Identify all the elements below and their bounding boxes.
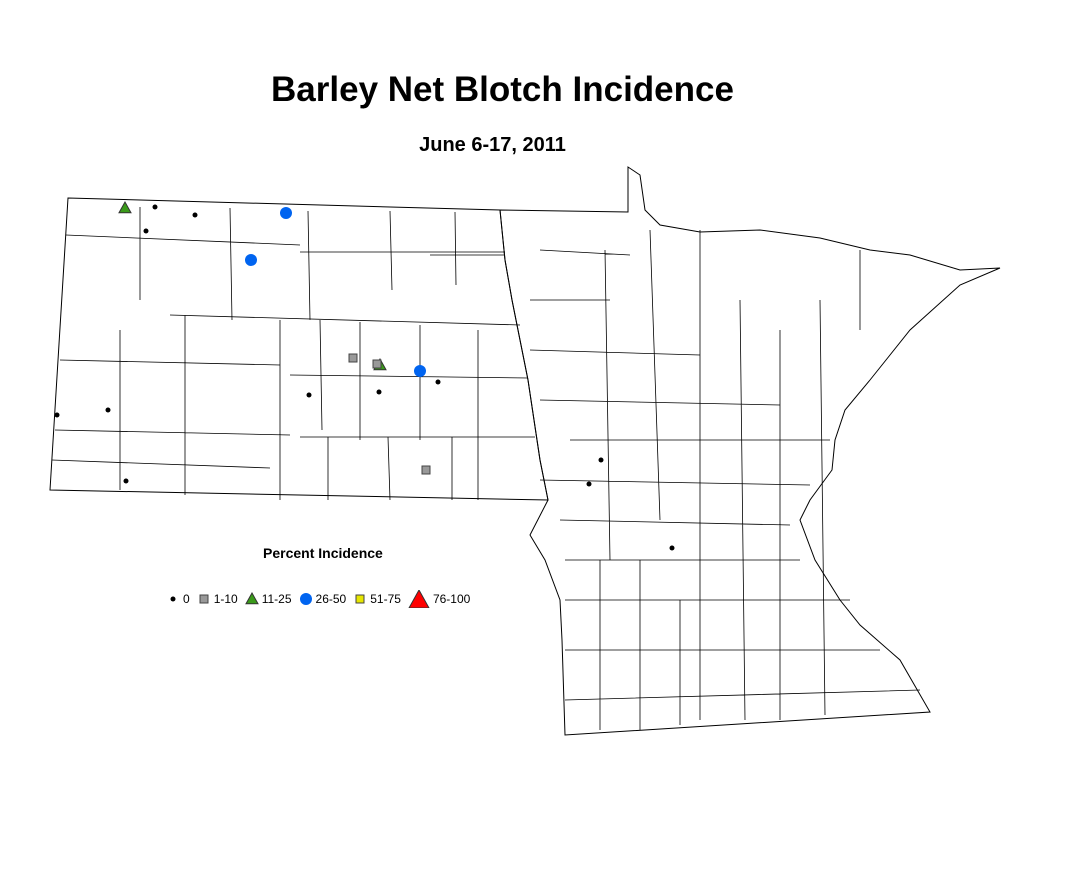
site-marker-circle xyxy=(414,365,426,377)
county-lines xyxy=(51,207,921,730)
legend-triangle-icon xyxy=(408,590,430,608)
site-marker-dot xyxy=(105,407,111,413)
legend-label: 11-25 xyxy=(261,592,292,606)
site-marker-dot xyxy=(152,204,158,210)
site-marker-circle xyxy=(245,254,257,266)
legend-label: 1-10 xyxy=(213,592,238,606)
legend-square-icon xyxy=(199,594,209,604)
site-marker-square xyxy=(348,353,358,363)
site-marker-dot xyxy=(143,228,149,234)
legend-dot-icon xyxy=(170,596,176,602)
site-marker-triangle xyxy=(118,200,132,214)
site-marker-circle xyxy=(280,207,292,219)
north-dakota-outline xyxy=(49,197,549,501)
legend-title: Percent Incidence xyxy=(263,545,383,561)
legend-label: 51-75 xyxy=(370,592,401,606)
legend-item: 0 xyxy=(166,592,190,606)
legend-label: 76-100 xyxy=(432,592,471,606)
map-subtitle: June 6-17, 2011 xyxy=(419,134,566,156)
site-marker-dot xyxy=(586,481,592,487)
site-markers xyxy=(54,200,675,551)
legend-label: 0 xyxy=(183,592,190,606)
legend: 0 1-10 11-25 26-50 51-75 76-100 xyxy=(166,590,477,608)
site-marker-dot xyxy=(192,212,198,218)
site-marker-dot xyxy=(435,379,441,385)
legend-item: 11-25 xyxy=(244,592,292,606)
site-marker-dot xyxy=(123,478,129,484)
legend-item: 26-50 xyxy=(299,592,347,606)
legend-label: 26-50 xyxy=(315,592,347,606)
legend-item: 76-100 xyxy=(408,590,470,608)
legend-item: 51-75 xyxy=(353,592,401,606)
legend-circle-icon xyxy=(299,593,312,605)
legend-triangle-icon xyxy=(244,592,259,605)
site-marker-square xyxy=(421,465,431,475)
site-marker-dot xyxy=(54,412,60,418)
site-marker-square xyxy=(372,359,382,369)
legend-item: 1-10 xyxy=(197,592,238,606)
map-title: Barley Net Blotch Incidence xyxy=(271,70,734,109)
site-marker-dot xyxy=(598,457,604,463)
site-marker-dot xyxy=(669,545,675,551)
legend-square-icon xyxy=(355,594,365,604)
site-marker-dot xyxy=(306,392,312,398)
site-marker-dot xyxy=(376,389,382,395)
minnesota-outline xyxy=(499,166,1001,736)
